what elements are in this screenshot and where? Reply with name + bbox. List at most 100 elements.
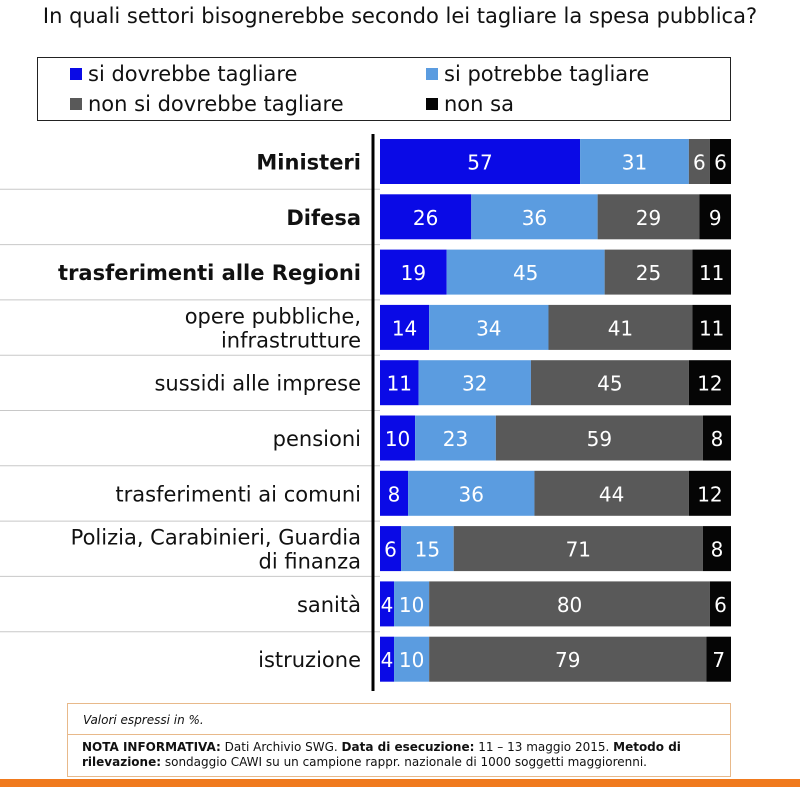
data-text: 11 – 13 maggio 2015. [474,740,614,754]
category-label-line: opere pubbliche, [185,304,361,328]
legend-item-dovrebbe: si dovrebbe tagliare [70,62,297,86]
bar-segment [548,304,693,350]
bar-segment [415,415,496,461]
bar-segment [429,636,707,682]
legend-item-non-sa: non sa [426,92,514,116]
bar-value-label: 19 [401,261,426,285]
category-label: sanità [297,593,361,617]
info-note: NOTA INFORMATIVA: Dati Archivio SWG. Dat… [82,740,722,770]
bar-segment [580,139,689,184]
metodo-text: sondaggio CAWI su un campione rappr. naz… [161,755,647,769]
bar-value-label: 32 [462,372,487,396]
legend-swatch [426,68,438,80]
bar-value-label: 36 [459,482,484,506]
bar-segment [604,249,693,295]
category-label: istruzione [258,648,361,672]
bar-segment [380,415,416,461]
bar-value-label: 12 [697,482,722,506]
bar-segment [394,581,430,627]
bar-value-label: 14 [392,316,417,340]
bar-value-label: 15 [415,538,440,562]
bar-value-label: 44 [599,482,624,506]
chart-title: In quali settori bisognerebbe secondo le… [42,4,758,28]
bar-value-label: 45 [513,261,538,285]
bar-segment [380,139,581,184]
legend-label: non sa [444,92,514,116]
metodo-label: Metodo di rilevazione: [82,740,681,769]
bar-value-label: 29 [636,206,661,230]
bar-segment [688,139,710,184]
bar-segment [706,636,731,682]
legend-swatch [70,98,82,110]
bar-value-label: 12 [697,372,722,396]
bar-segment [453,526,703,572]
nota-label: NOTA INFORMATIVA: [82,740,221,754]
legend-swatch [70,68,82,80]
values-note: Valori espressi in %. [83,713,204,727]
category-label: sussidi alle imprese [154,372,361,396]
bar-segment [702,526,731,572]
bar-segment [688,470,731,516]
nota-text: Dati Archivio SWG. [220,740,342,754]
category-label-line: Polizia, Carabinieri, Guardia [71,526,361,550]
bar-segment [534,470,689,516]
bar-value-label: 8 [711,538,724,562]
bar-segment [702,415,731,461]
bar-value-label: 4 [381,648,394,672]
bar-segment [394,636,430,682]
bar-segment [380,249,447,295]
bar-value-label: 36 [522,206,547,230]
bar-value-label: 57 [467,151,492,175]
bar-value-label: 45 [597,372,622,396]
category-label: opere pubbliche, infrastrutture [185,304,361,352]
legend-item-non-dovrebbe: non si dovrebbe tagliare [70,92,344,116]
note-divider [68,734,730,735]
bar-value-label: 71 [566,538,591,562]
bar-segment [471,194,598,240]
category-label-line: di finanza [259,550,361,574]
bar-value-label: 7 [712,648,725,672]
bar-segment [401,526,454,572]
bar-value-label: 59 [587,427,612,451]
bottom-accent-bar [0,779,800,787]
legend: si dovrebbe tagliare si potrebbe tagliar… [37,57,731,121]
bar-value-label: 23 [443,427,468,451]
bar-value-label: 6 [693,151,706,175]
bar-value-label: 25 [636,261,661,285]
bar-segment [380,636,395,682]
bar-value-label: 80 [557,593,582,617]
category-label: Polizia, Carabinieri, Guardia di finanza [71,526,361,574]
category-label: trasferimenti alle Regioni [58,261,361,285]
bar-segment [709,581,731,627]
bar-segment [495,415,703,461]
bar-value-label: 79 [555,648,580,672]
bar-value-label: 8 [388,482,401,506]
bar-segment [408,470,535,516]
bar-value-label: 11 [387,372,412,396]
bar-value-label: 6 [384,538,397,562]
bar-segment [429,581,710,627]
category-label: trasferimenti ai comuni [115,482,361,506]
bar-value-label: 34 [476,316,501,340]
bar-segment [380,360,419,406]
legend-swatch [426,98,438,110]
bar-value-label: 4 [381,593,394,617]
bar-value-label: 6 [714,593,727,617]
bar-segment [692,249,731,295]
bar-segment [688,360,731,406]
category-label: Difesa [286,206,361,230]
legend-label: si potrebbe tagliare [444,62,650,86]
bar-segment [692,304,731,350]
bar-segment [380,194,472,240]
legend-label: si dovrebbe tagliare [88,62,298,86]
bar-value-label: 11 [699,316,724,340]
bar-segment [380,470,409,516]
bar-segment [709,139,731,184]
bar-segment [699,194,731,240]
bar-value-label: 6 [714,151,727,175]
bar-value-label: 10 [399,648,424,672]
bar-value-label: 31 [622,151,647,175]
bar-value-label: 10 [399,593,424,617]
bar-segment [418,360,531,406]
